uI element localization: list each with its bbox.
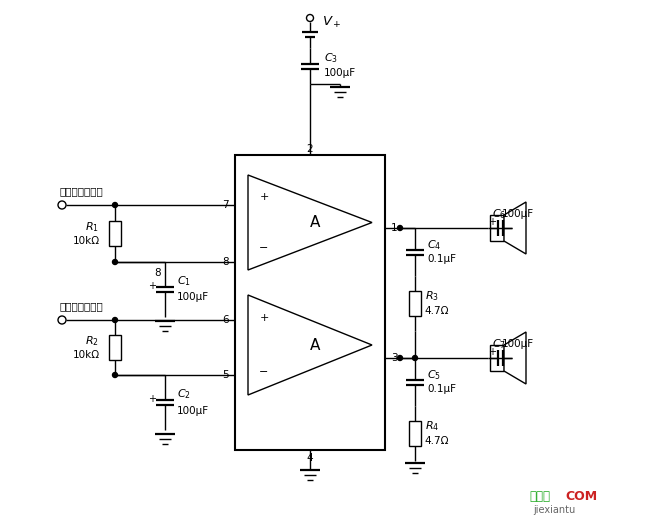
Text: 5: 5	[222, 370, 229, 380]
Text: 100μF: 100μF	[324, 68, 356, 78]
Text: 100μF: 100μF	[177, 406, 209, 415]
Text: $C_4$: $C_4$	[427, 238, 441, 252]
Text: 100μF: 100μF	[502, 339, 534, 349]
Text: +: +	[489, 347, 497, 357]
Polygon shape	[248, 295, 372, 395]
Bar	[109, 335, 121, 360]
Text: +: +	[148, 394, 156, 404]
Text: +: +	[148, 281, 156, 291]
Text: 1: 1	[391, 223, 398, 233]
Text: $C_5$: $C_5$	[427, 368, 441, 382]
Text: 0.1μF: 0.1μF	[427, 384, 456, 394]
Text: 4.7Ω: 4.7Ω	[424, 436, 448, 446]
Circle shape	[112, 372, 118, 378]
Text: 输入（右声道）: 输入（右声道）	[60, 301, 104, 311]
Text: 10kΩ: 10kΩ	[73, 236, 100, 247]
Text: 输入（左声道）: 输入（左声道）	[60, 186, 104, 196]
Text: A: A	[310, 338, 320, 352]
Circle shape	[112, 260, 118, 264]
Bar	[409, 291, 421, 316]
Text: 接线图: 接线图	[530, 490, 551, 504]
Bar	[409, 421, 421, 446]
Text: $C_1$: $C_1$	[177, 275, 191, 288]
Text: 7: 7	[222, 200, 229, 210]
Text: $C_3$: $C_3$	[324, 51, 338, 65]
Circle shape	[112, 203, 118, 207]
Text: $R_4$: $R_4$	[425, 419, 439, 433]
Circle shape	[112, 317, 118, 323]
Text: A: A	[310, 215, 320, 230]
Text: 3: 3	[391, 353, 398, 363]
Polygon shape	[504, 332, 526, 384]
Bar	[490, 215, 504, 241]
Text: $R_3$: $R_3$	[425, 289, 439, 304]
Polygon shape	[504, 202, 526, 254]
Text: 8: 8	[155, 269, 161, 278]
Text: −: −	[259, 243, 268, 253]
Text: 10kΩ: 10kΩ	[73, 351, 100, 360]
Bar	[490, 345, 504, 371]
Text: 8: 8	[222, 257, 229, 267]
Circle shape	[398, 355, 402, 360]
Text: COM: COM	[565, 490, 597, 504]
Text: +: +	[259, 191, 268, 202]
Text: 2: 2	[307, 144, 313, 154]
Text: −: −	[259, 367, 268, 377]
Circle shape	[398, 225, 402, 231]
Text: 6: 6	[222, 315, 229, 325]
Text: $C_6$: $C_6$	[492, 207, 506, 221]
Bar	[109, 221, 121, 247]
Text: $R_2$: $R_2$	[85, 335, 99, 349]
Circle shape	[413, 355, 417, 360]
Text: $C_7$: $C_7$	[492, 337, 506, 351]
Polygon shape	[248, 175, 372, 270]
Text: 100μF: 100μF	[177, 293, 209, 303]
Text: 4.7Ω: 4.7Ω	[424, 306, 448, 316]
Text: 4: 4	[307, 453, 313, 463]
Text: +: +	[259, 313, 268, 323]
Text: $R_1$: $R_1$	[85, 221, 99, 234]
Text: +: +	[489, 217, 497, 227]
Text: 0.1μF: 0.1μF	[427, 254, 456, 264]
Text: 100μF: 100μF	[502, 209, 534, 219]
Bar	[235, 155, 385, 450]
Text: $V_+$: $V_+$	[322, 14, 342, 30]
Text: $C_2$: $C_2$	[177, 388, 191, 402]
Text: jiexiantu: jiexiantu	[533, 505, 575, 515]
